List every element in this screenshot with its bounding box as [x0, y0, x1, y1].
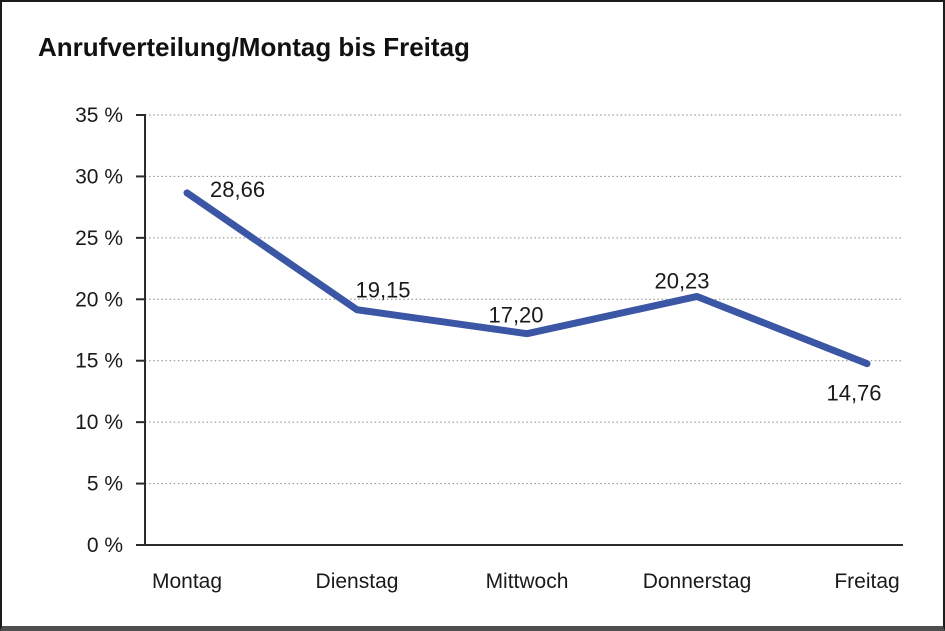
y-tick-label: 0 %: [87, 534, 123, 557]
data-point-label: 28,66: [210, 177, 265, 202]
y-tick-label: 25 %: [75, 227, 123, 250]
y-tick-label: 30 %: [75, 165, 123, 188]
y-tick-label: 15 %: [75, 350, 123, 373]
data-point-label: 17,20: [488, 303, 543, 328]
x-axis-label: Montag: [152, 570, 222, 593]
x-axis-label: Mittwoch: [486, 570, 569, 593]
y-tick-label: 5 %: [87, 473, 123, 496]
x-axis-label: Freitag: [834, 570, 899, 593]
y-tick-label: 10 %: [75, 411, 123, 434]
data-point-label: 19,15: [355, 278, 410, 303]
x-axis-label: Donnerstag: [643, 570, 752, 593]
data-point-label: 20,23: [654, 268, 709, 293]
x-axis-label: Dienstag: [316, 570, 399, 593]
data-point-label: 14,76: [826, 381, 881, 406]
data-series-line: [183, 189, 871, 368]
y-tick-label: 35 %: [75, 104, 123, 127]
page-title: Anrufverteilung/Montag bis Freitag: [38, 32, 470, 62]
y-tick-label: 20 %: [75, 288, 123, 311]
